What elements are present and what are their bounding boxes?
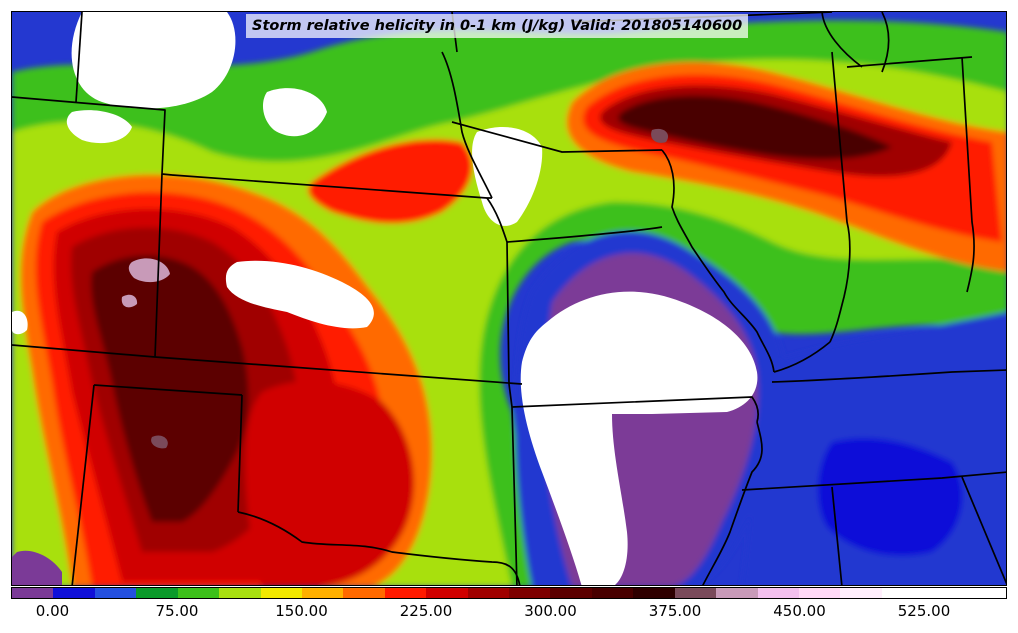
colorbar-segment bbox=[343, 588, 385, 598]
colorbar-tick-label: 300.00 bbox=[524, 602, 577, 620]
colorbar-segment bbox=[177, 588, 220, 598]
colorbar-segment bbox=[136, 588, 178, 598]
helicity-maxima bbox=[121, 128, 669, 449]
colorbar-tick-label: 0.00 bbox=[35, 602, 70, 620]
colorbar-segment bbox=[591, 588, 634, 598]
colorbar-segment bbox=[799, 588, 841, 598]
colorbar-tick-label: 450.00 bbox=[773, 602, 826, 620]
colorbar-segment bbox=[550, 588, 592, 598]
colorbar-segment bbox=[53, 588, 95, 598]
colorbar-segment bbox=[384, 588, 427, 598]
colorbar-segment bbox=[260, 588, 302, 598]
colorbar-segment bbox=[881, 588, 924, 598]
helicity-map bbox=[11, 11, 1007, 586]
colorbar-segment bbox=[219, 588, 261, 598]
colorbar-tick-label: 75.00 bbox=[155, 602, 199, 620]
colorbar-segment bbox=[964, 588, 1007, 598]
colorbar-segment bbox=[94, 588, 137, 598]
colorbar-segment bbox=[426, 588, 468, 598]
colorbar-tick-label: 375.00 bbox=[648, 602, 702, 620]
colorbar-segment bbox=[301, 588, 344, 598]
colorbar-segment bbox=[467, 588, 510, 598]
colorbar-ticks: 0.00 75.00 150.00 225.00 300.00 375.00 450.00 5… bbox=[11, 600, 1007, 626]
colorbar-segment bbox=[674, 588, 717, 598]
colorbar-segment bbox=[509, 588, 551, 598]
colorbar bbox=[11, 587, 1007, 599]
map-canvas bbox=[12, 12, 1006, 585]
map-title: Storm relative helicity in 0-1 km (J/kg)… bbox=[246, 14, 749, 38]
colorbar-segment bbox=[757, 588, 800, 598]
colorbar-tick-label: 150.00 bbox=[275, 602, 328, 620]
saturation-regions bbox=[12, 12, 758, 585]
colorbar-segment bbox=[923, 588, 965, 598]
colorbar-segment bbox=[840, 588, 882, 598]
colorbar-tick-label: 525.00 bbox=[897, 602, 951, 620]
colorbar-segment bbox=[12, 588, 54, 598]
colorbar-segment bbox=[633, 588, 675, 598]
colorbar-tick-label: 225.00 bbox=[399, 602, 453, 620]
colorbar-segment bbox=[716, 588, 758, 598]
